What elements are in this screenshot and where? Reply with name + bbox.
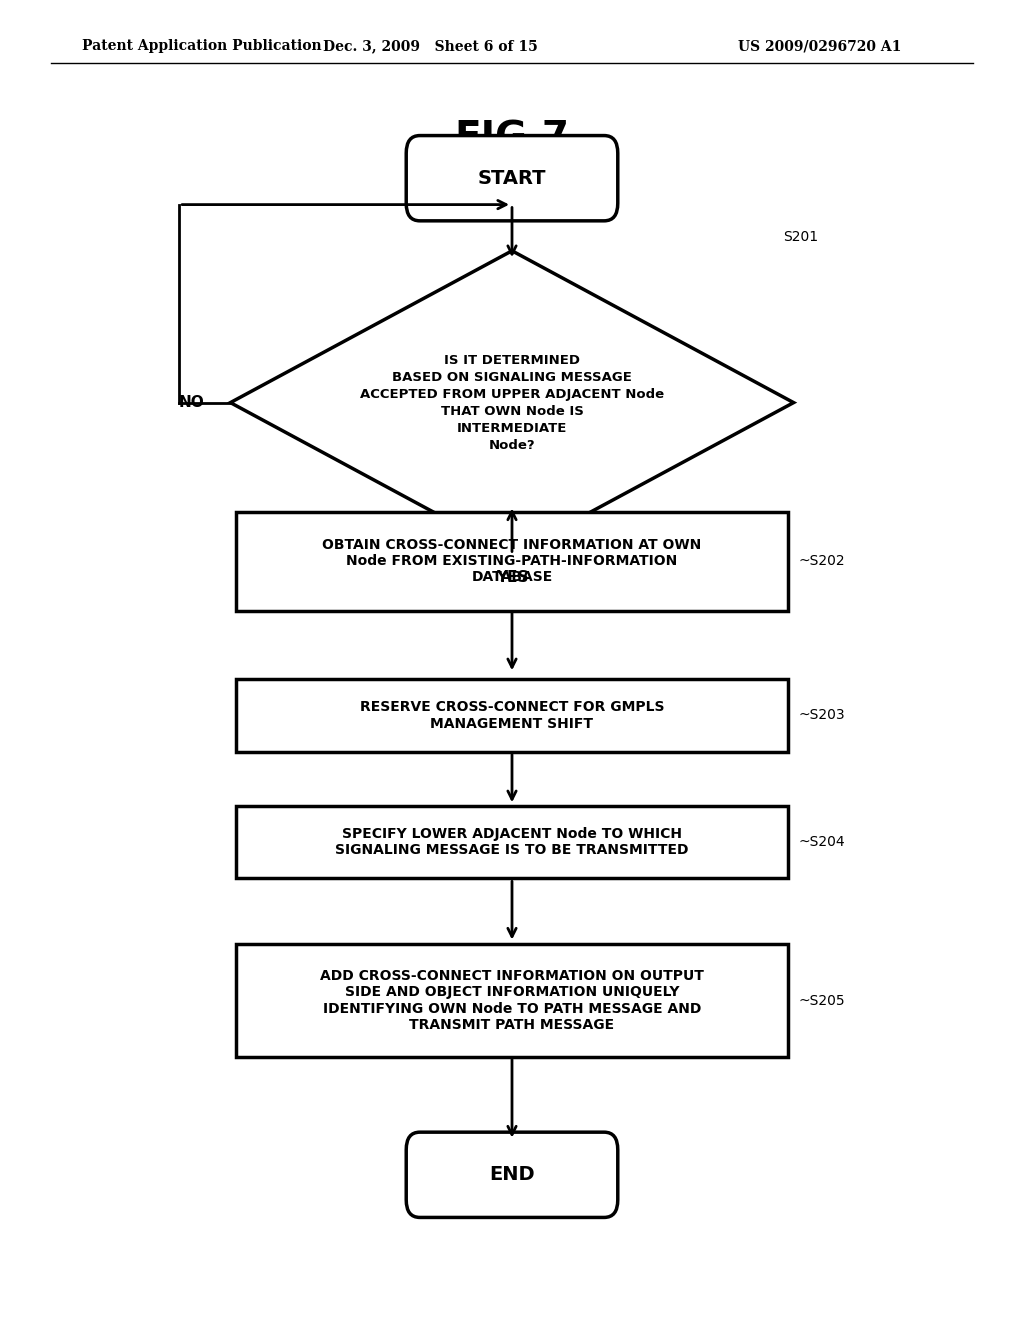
FancyBboxPatch shape [236,678,788,752]
Text: OBTAIN CROSS-CONNECT INFORMATION AT OWN
Node FROM EXISTING-PATH-INFORMATION
DATA: OBTAIN CROSS-CONNECT INFORMATION AT OWN … [323,537,701,585]
Text: FIG.7: FIG.7 [455,120,569,157]
Text: IS IT DETERMINED
BASED ON SIGNALING MESSAGE
ACCEPTED FROM UPPER ADJACENT Node
TH: IS IT DETERMINED BASED ON SIGNALING MESS… [360,354,664,451]
Text: ~S204: ~S204 [799,836,846,849]
FancyBboxPatch shape [407,1133,617,1217]
Text: ADD CROSS-CONNECT INFORMATION ON OUTPUT
SIDE AND OBJECT INFORMATION UNIQUELY
IDE: ADD CROSS-CONNECT INFORMATION ON OUTPUT … [321,969,703,1032]
Text: Dec. 3, 2009   Sheet 6 of 15: Dec. 3, 2009 Sheet 6 of 15 [323,40,538,53]
Text: ~S203: ~S203 [799,709,846,722]
Text: S201: S201 [783,230,818,244]
Text: US 2009/0296720 A1: US 2009/0296720 A1 [737,40,901,53]
Text: RESERVE CROSS-CONNECT FOR GMPLS
MANAGEMENT SHIFT: RESERVE CROSS-CONNECT FOR GMPLS MANAGEME… [359,701,665,730]
Text: YES: YES [496,570,528,585]
FancyBboxPatch shape [407,136,617,220]
Text: NO: NO [179,395,205,411]
Text: END: END [489,1166,535,1184]
FancyBboxPatch shape [236,805,788,879]
Text: ~S205: ~S205 [799,994,846,1007]
Polygon shape [230,251,794,554]
Text: Patent Application Publication: Patent Application Publication [82,40,322,53]
Text: SPECIFY LOWER ADJACENT Node TO WHICH
SIGNALING MESSAGE IS TO BE TRANSMITTED: SPECIFY LOWER ADJACENT Node TO WHICH SIG… [335,828,689,857]
Text: ~S202: ~S202 [799,554,846,568]
FancyBboxPatch shape [236,945,788,1056]
FancyBboxPatch shape [236,512,788,610]
Text: START: START [478,169,546,187]
